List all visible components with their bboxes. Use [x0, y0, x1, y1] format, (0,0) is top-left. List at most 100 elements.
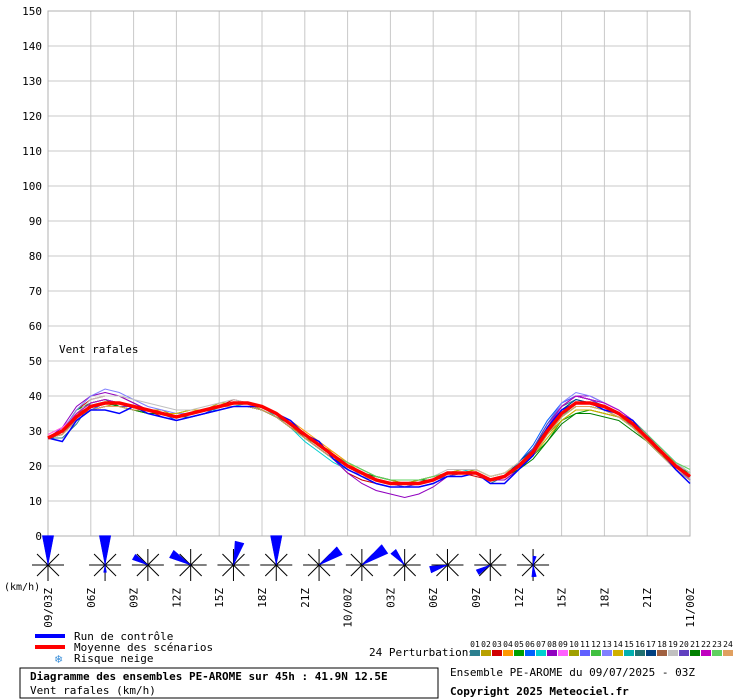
y-tick-label: 140 [22, 40, 42, 53]
footer-box [19, 667, 439, 699]
member-legend-label: 19 [668, 640, 678, 649]
x-tick-label: 21Z [641, 588, 654, 608]
member-legend-swatch [657, 650, 667, 656]
member-legend-label: 15 [624, 640, 634, 649]
member-legend-label: 22 [701, 640, 711, 649]
member-legend-swatch [569, 650, 579, 656]
member-legend-label: 21 [690, 640, 700, 649]
rose-petal [103, 564, 107, 573]
footer-subtitle: Vent rafales (km/h) [30, 684, 156, 697]
rose-petal [531, 564, 537, 578]
member-legend-label: 16 [635, 640, 645, 649]
member-legend-swatch [690, 650, 700, 656]
x-tick-label: 12Z [513, 588, 526, 608]
member-line-04 [47, 402, 691, 484]
member-line-12 [47, 402, 691, 484]
y-tick-label: 70 [29, 285, 42, 298]
y-tick-label: 130 [22, 75, 42, 88]
member-legend-label: 17 [646, 640, 656, 649]
legend-mean-label: Moyenne des scénarios [74, 641, 213, 654]
member-legend-swatch [514, 650, 524, 656]
member-legend-swatch [591, 650, 601, 656]
member-legend-swatch [712, 650, 722, 656]
mean-line [47, 401, 692, 486]
member-line-21 [47, 402, 691, 481]
x-tick-label: 09Z [128, 588, 141, 608]
perturbations-label: 24 Perturbations [369, 646, 475, 659]
member-legend-swatch [580, 650, 590, 656]
member-legend-swatch [525, 650, 535, 656]
member-legend-label: 04 [503, 640, 513, 649]
member-legend-label: 09 [558, 640, 568, 649]
member-legend-swatch [723, 650, 733, 656]
grid [47, 10, 691, 537]
wind-rose [474, 549, 507, 581]
footer-title: Diagramme des ensembles PE-AROME sur 45h… [30, 670, 388, 683]
wind-rose [260, 535, 293, 581]
y-tick-label: 60 [29, 320, 42, 333]
rose-petal [233, 540, 245, 566]
rose-petal [475, 564, 491, 576]
member-legend-swatch [602, 650, 612, 656]
member-legend-label: 06 [525, 640, 535, 649]
y-tick-label: 110 [22, 145, 42, 158]
wind-rose [131, 549, 164, 581]
member-legend-label: 03 [492, 640, 502, 649]
y-tick-label: 20 [29, 460, 42, 473]
x-tick-label: 15Z [556, 588, 569, 608]
wind-rose [89, 535, 122, 581]
member-legend-label: 07 [536, 640, 546, 649]
member-legend: 01 02 03 04 05 06 07 08 09 10 11 12 13 14 15 16 17 18 19 20… [470, 640, 733, 656]
rose-petal [41, 535, 55, 566]
x-tick-label: 21Z [299, 588, 312, 608]
y-tick-label: 50 [29, 355, 42, 368]
copyright: Copyright 2025 Meteociel.fr [450, 685, 629, 698]
y-tick-label: 30 [29, 425, 42, 438]
y-tick-label: 90 [29, 215, 42, 228]
series-label: Vent rafales [59, 343, 138, 356]
member-legend-label: 11 [580, 640, 590, 649]
member-line-24 [47, 406, 691, 484]
member-legend-swatch [613, 650, 623, 656]
wind-roses [32, 535, 550, 581]
x-tick-label: 12Z [170, 588, 183, 608]
x-tick-label: 06Z [85, 588, 98, 608]
member-legend-swatch [481, 650, 491, 656]
wind-rose [388, 548, 421, 581]
y-tick-label: 0 [35, 530, 42, 543]
member-legend-label: 24 [723, 640, 733, 649]
rose-petal [532, 555, 537, 566]
x-tick-label: 09Z [470, 588, 483, 608]
member-legend-label: 23 [712, 640, 722, 649]
y-axis: 0 10 20 30 40 50 60 70 80 90 100 110 120 130 140 150 [22, 5, 42, 543]
member-line-02 [47, 402, 691, 485]
x-tick-label: 09/03Z [42, 588, 55, 628]
rose-petal [98, 535, 112, 566]
member-legend-swatch [635, 650, 645, 656]
member-legend-swatch [536, 650, 546, 656]
wind-rose [429, 549, 464, 581]
wind-rose [32, 535, 64, 581]
x-tick-label: 11/00Z [684, 588, 697, 628]
member-legend-swatch [547, 650, 557, 656]
wind-rose [303, 546, 343, 581]
member-legend-swatch [679, 650, 689, 656]
x-tick-label: 18Z [598, 588, 611, 608]
member-legend-swatch [701, 650, 711, 656]
member-legend-label: 18 [657, 640, 667, 649]
rose-petal [390, 548, 405, 566]
member-legend-label: 08 [547, 640, 557, 649]
x-tick-label: 06Z [427, 588, 440, 608]
run-info: Ensemble PE-AROME du 09/07/2025 - 03Z [450, 666, 695, 679]
rose-petal [318, 546, 343, 566]
x-tick-label: 18Z [256, 588, 269, 608]
y-tick-label: 150 [22, 5, 42, 18]
y-tick-label: 120 [22, 110, 42, 123]
member-line-16 [47, 402, 691, 484]
mean-series [47, 401, 692, 486]
member-legend-label: 01 [470, 640, 480, 649]
x-axis: 09/03Z 06Z 09Z 12Z 15Z 18Z 21Z 10/00Z 03Z 06Z 09Z 1… [42, 588, 697, 628]
member-legend-swatch [646, 650, 656, 656]
snowflake-icon: ❄ [54, 653, 63, 666]
